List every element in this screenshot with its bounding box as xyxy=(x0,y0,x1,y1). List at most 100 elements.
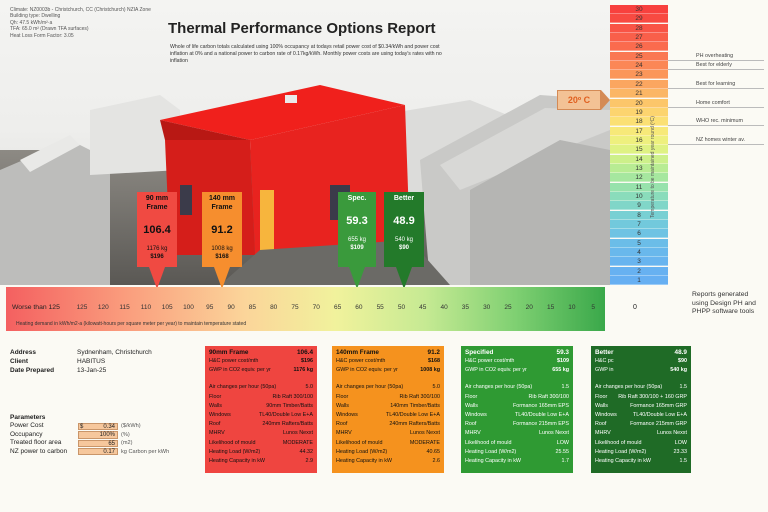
spec-label: Air changes per hour (50pa) xyxy=(209,384,277,391)
site-info-line: Climate: NZ0003b - Christchurch, CC (Chr… xyxy=(10,7,151,13)
parameter-row: NZ power to carbon 0.17 kg Carbon per kW… xyxy=(10,448,210,456)
option-name: Spec. xyxy=(347,195,367,202)
gwp-value: 1008 kg xyxy=(420,367,440,374)
floor-area-input[interactable]: 65 xyxy=(78,439,118,448)
panel-title: 140mm Frame xyxy=(336,349,379,356)
panel-row: Likelihood of mould LOW xyxy=(595,439,687,448)
scale-tick: 90 xyxy=(227,304,235,311)
panel-row: MHRV Lunos Nexxt xyxy=(209,429,313,438)
target-pointer xyxy=(601,90,610,110)
panel-row: Roof Formance 215mm GRP xyxy=(595,420,687,429)
marker-arrow xyxy=(349,267,365,289)
currency-symbol: $ xyxy=(80,423,84,430)
temperature-cell: 22 xyxy=(610,79,668,89)
benchmark-line xyxy=(668,69,764,71)
spec-label: Likelihood of mould xyxy=(595,439,642,446)
temperature-cell: 15 xyxy=(610,145,668,155)
spec-value: 240mm Rafters/Batts xyxy=(389,421,440,428)
spec-value: Rib Raft 300/100 xyxy=(272,393,313,400)
option-value: 59.3 xyxy=(346,215,368,227)
scale-tick: 120 xyxy=(97,304,109,311)
spec-label: Floor xyxy=(336,393,349,400)
panel-title: Better xyxy=(595,349,614,356)
temperature-cell: 13 xyxy=(610,163,668,173)
gwp-label: GWP in CO2 equiv. per yr xyxy=(465,367,527,374)
cost-value: $168 xyxy=(428,358,440,364)
parameter-label: Treated floor area xyxy=(10,439,62,447)
panel-row: Air changes per hour (50pa) 5.0 xyxy=(336,383,440,392)
scale-tick: 100 xyxy=(183,304,194,311)
panel-row: Heating Load (W/m2) 44.32 xyxy=(209,448,313,457)
temperature-cell: 20 xyxy=(610,98,668,108)
spec-label: Air changes per hour (50pa) xyxy=(465,384,533,391)
cost-value: $90 xyxy=(678,358,687,364)
occupancy-input[interactable]: 100% xyxy=(78,431,118,439)
panel-row: Air changes per hour (50pa) 5.0 xyxy=(209,383,313,392)
benchmark-label: NZ homes winter av. xyxy=(696,136,746,143)
temperature-cell: 6 xyxy=(610,229,668,239)
panel-row: Likelihood of mould LOW xyxy=(465,439,569,448)
temperature-cell: 26 xyxy=(610,42,668,52)
scale-tick: 125 xyxy=(76,304,88,311)
spec-label: Roof xyxy=(465,421,477,428)
option-value: 91.2 xyxy=(211,224,233,236)
gwp-label: GWP in xyxy=(595,367,614,374)
benchmark-line xyxy=(668,106,764,108)
panel-row: H&C pc $90 xyxy=(595,357,687,366)
spec-label: MHRV xyxy=(209,430,225,437)
spec-label: Heating Capacity in kW xyxy=(209,458,266,465)
parameter-unit: kg Carbon per kWh xyxy=(121,448,170,455)
temperature-cell: 24 xyxy=(610,61,668,71)
panel-row: Floor Rib Raft 300/100 xyxy=(465,393,569,402)
spec-label: Likelihood of mould xyxy=(209,439,256,446)
panel-row: Windows TL40/Double Low E+A xyxy=(595,411,687,420)
panel-row: H&C power cost/mth $168 xyxy=(336,357,440,366)
spec-label: Walls xyxy=(209,402,222,409)
address-label: Address xyxy=(10,349,37,356)
spec-label: Windows xyxy=(209,412,231,419)
spec-value: 40.65 xyxy=(426,448,441,455)
carbon-rate-input[interactable]: 0.17 xyxy=(78,448,118,456)
scale-tick: 45 xyxy=(419,304,427,311)
spec-label: Likelihood of mould xyxy=(465,439,512,446)
panel-row: Heating Load (W/m2) 25.55 xyxy=(465,448,569,457)
spec-value: 25.55 xyxy=(555,448,570,455)
spec-value: Lunos Nexxt xyxy=(657,430,687,437)
parameter-row: Power Cost $0.34 ($/kWh) xyxy=(10,422,210,431)
panel-row: Floor Rib Raft 300/100 + 160 GRP xyxy=(595,393,687,402)
temperature-cell: 7 xyxy=(610,220,668,230)
spec-label: Roof xyxy=(336,421,348,428)
house-render xyxy=(0,0,610,285)
panel-score: 106.4 xyxy=(297,349,313,356)
panel-row: Heating Capacity in kW 2.9 xyxy=(209,457,313,466)
power-cost-input[interactable]: $0.34 xyxy=(78,422,118,431)
panel-score: 59.3 xyxy=(556,349,569,356)
scale-tick: 10 xyxy=(568,304,576,311)
spec-value: 1.5 xyxy=(679,384,688,391)
panel-row: Floor Rib Raft 300/100 xyxy=(209,393,313,402)
temperature-cell: 18 xyxy=(610,117,668,127)
temperature-cell: 12 xyxy=(610,173,668,183)
panel-row: Roof 240mm Rafters/Batts xyxy=(336,420,440,429)
scale-tick: 115 xyxy=(119,304,130,311)
panel-score: 48.9 xyxy=(674,349,687,356)
spec-value: Lunos Nexxt xyxy=(410,430,440,437)
option-value: 48.9 xyxy=(393,215,415,227)
spec-value: Lunos Nexxt xyxy=(283,430,313,437)
panel-header: Specified 59.3 xyxy=(465,348,569,357)
spec-value: Lunos Nexxt xyxy=(539,430,569,437)
panel-row: GWP in 540 kg xyxy=(595,366,687,375)
scale-tick: 80 xyxy=(270,304,278,311)
parameter-label: Occupancy xyxy=(10,430,43,438)
option-cost: $90 xyxy=(398,245,409,251)
spec-value: Formance 165mm EPS xyxy=(512,402,569,409)
panel-row: Heating Capacity in kW 1.7 xyxy=(465,457,569,466)
panel-header: 90mm Frame 106.4 xyxy=(209,348,313,357)
spec-label: Heating Load (W/m2) xyxy=(595,448,647,455)
spec-value: 23.33 xyxy=(673,448,688,455)
spec-label: Likelihood of mould xyxy=(336,439,383,446)
scale-tick: 95 xyxy=(206,304,214,311)
scale-tick: 105 xyxy=(161,304,173,311)
spec-value: 2.6 xyxy=(432,458,441,465)
option-marker-140mm: 140 mm Frame 91.2 1008 kg $168 xyxy=(202,192,242,267)
